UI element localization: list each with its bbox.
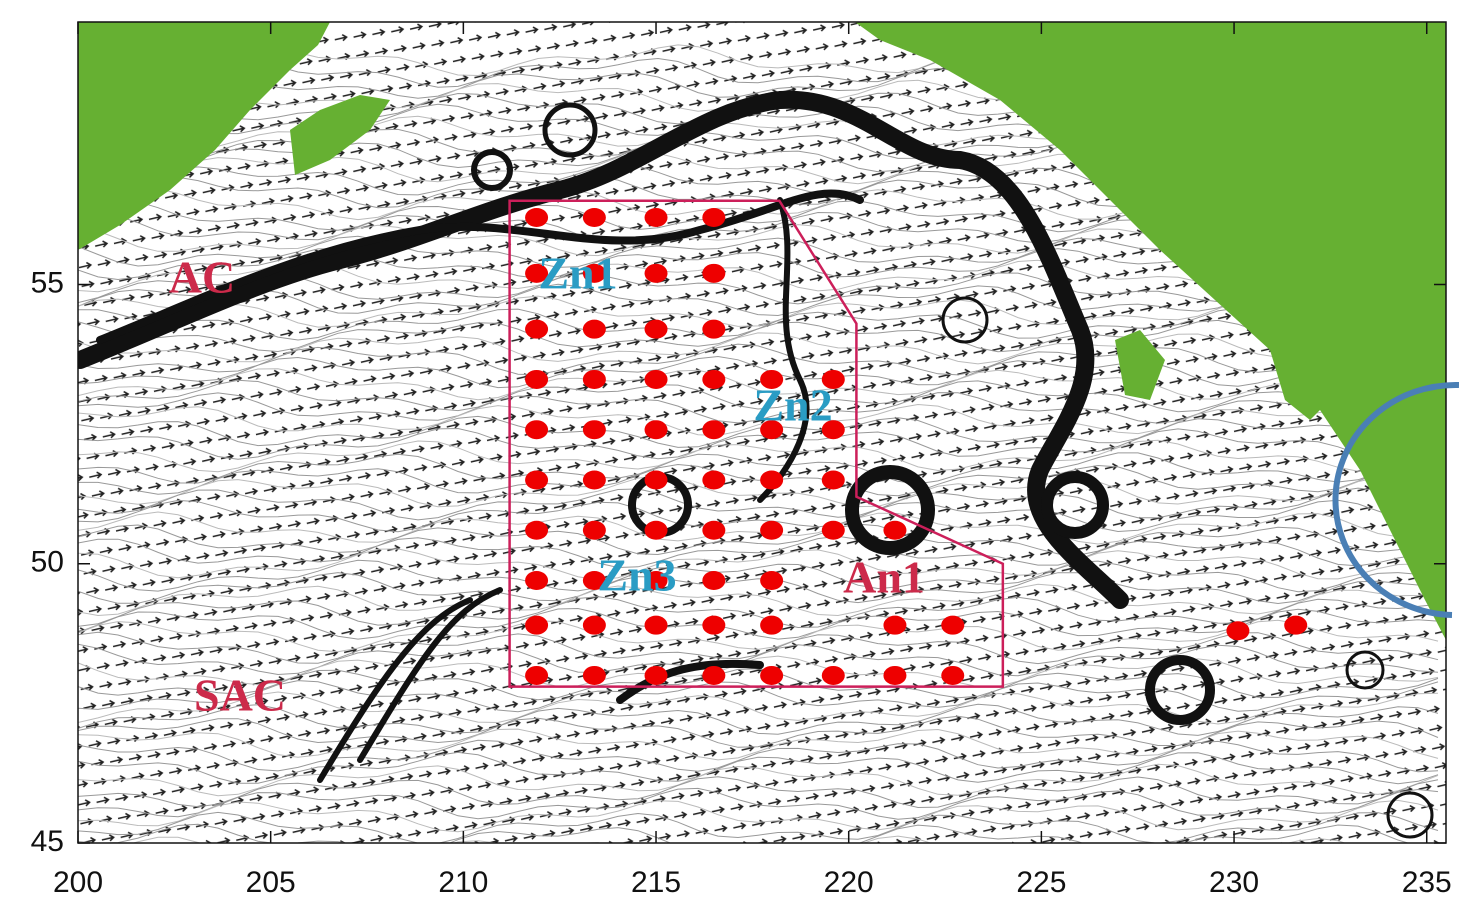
current-label: AC [169, 252, 235, 303]
station [583, 208, 606, 227]
station [645, 370, 668, 389]
station [702, 521, 725, 540]
plot-area: AC SAC Zn1 Zn2 Zn3 An1 [78, 22, 1446, 902]
x-tick-label: 220 [824, 866, 874, 899]
station [702, 208, 725, 227]
station [760, 521, 783, 540]
station [645, 320, 668, 339]
station [583, 370, 606, 389]
station [583, 420, 606, 439]
y-tick-label: 45 [31, 825, 64, 858]
station [583, 666, 606, 685]
x-tick-label: 215 [631, 866, 681, 899]
station [525, 571, 548, 590]
zone-label: Zn2 [753, 380, 832, 431]
station [525, 320, 548, 339]
station [525, 666, 548, 685]
station [1226, 621, 1249, 640]
station [525, 208, 548, 227]
station [583, 320, 606, 339]
station [702, 571, 725, 590]
x-tick-label: 205 [246, 866, 296, 899]
station [583, 470, 606, 489]
zone-label: Zn1 [538, 248, 617, 299]
station [645, 420, 668, 439]
station [822, 666, 845, 685]
station [525, 616, 548, 635]
station [1284, 616, 1307, 635]
station [702, 370, 725, 389]
station [702, 470, 725, 489]
station [883, 521, 906, 540]
station [883, 616, 906, 635]
station [525, 370, 548, 389]
station [525, 420, 548, 439]
station [702, 320, 725, 339]
x-tick-label: 225 [1016, 866, 1066, 899]
station [760, 666, 783, 685]
station [645, 521, 668, 540]
x-tick-label: 235 [1402, 866, 1452, 899]
station [760, 616, 783, 635]
station [702, 264, 725, 283]
station [941, 616, 964, 635]
station [822, 521, 845, 540]
station [583, 616, 606, 635]
station [702, 420, 725, 439]
map: AC SAC Zn1 Zn2 Zn3 An1 200 205 210 215 220 22… [0, 0, 1459, 902]
station [760, 571, 783, 590]
x-tick-label: 210 [438, 866, 488, 899]
station [883, 666, 906, 685]
y-tick-label: 55 [31, 266, 64, 299]
y-tick-label: 50 [31, 546, 64, 579]
station [702, 616, 725, 635]
station [525, 470, 548, 489]
station [525, 521, 548, 540]
station [583, 521, 606, 540]
station [702, 666, 725, 685]
x-tick-label: 200 [53, 866, 103, 899]
current-label: SAC [194, 670, 286, 721]
zone-label: Zn3 [597, 550, 676, 601]
x-tick-label: 230 [1209, 866, 1259, 899]
station [645, 616, 668, 635]
station [645, 470, 668, 489]
station [760, 470, 783, 489]
zone-label: An1 [843, 552, 925, 603]
station [645, 666, 668, 685]
station [822, 470, 845, 489]
station [941, 666, 964, 685]
station [645, 208, 668, 227]
station [645, 264, 668, 283]
